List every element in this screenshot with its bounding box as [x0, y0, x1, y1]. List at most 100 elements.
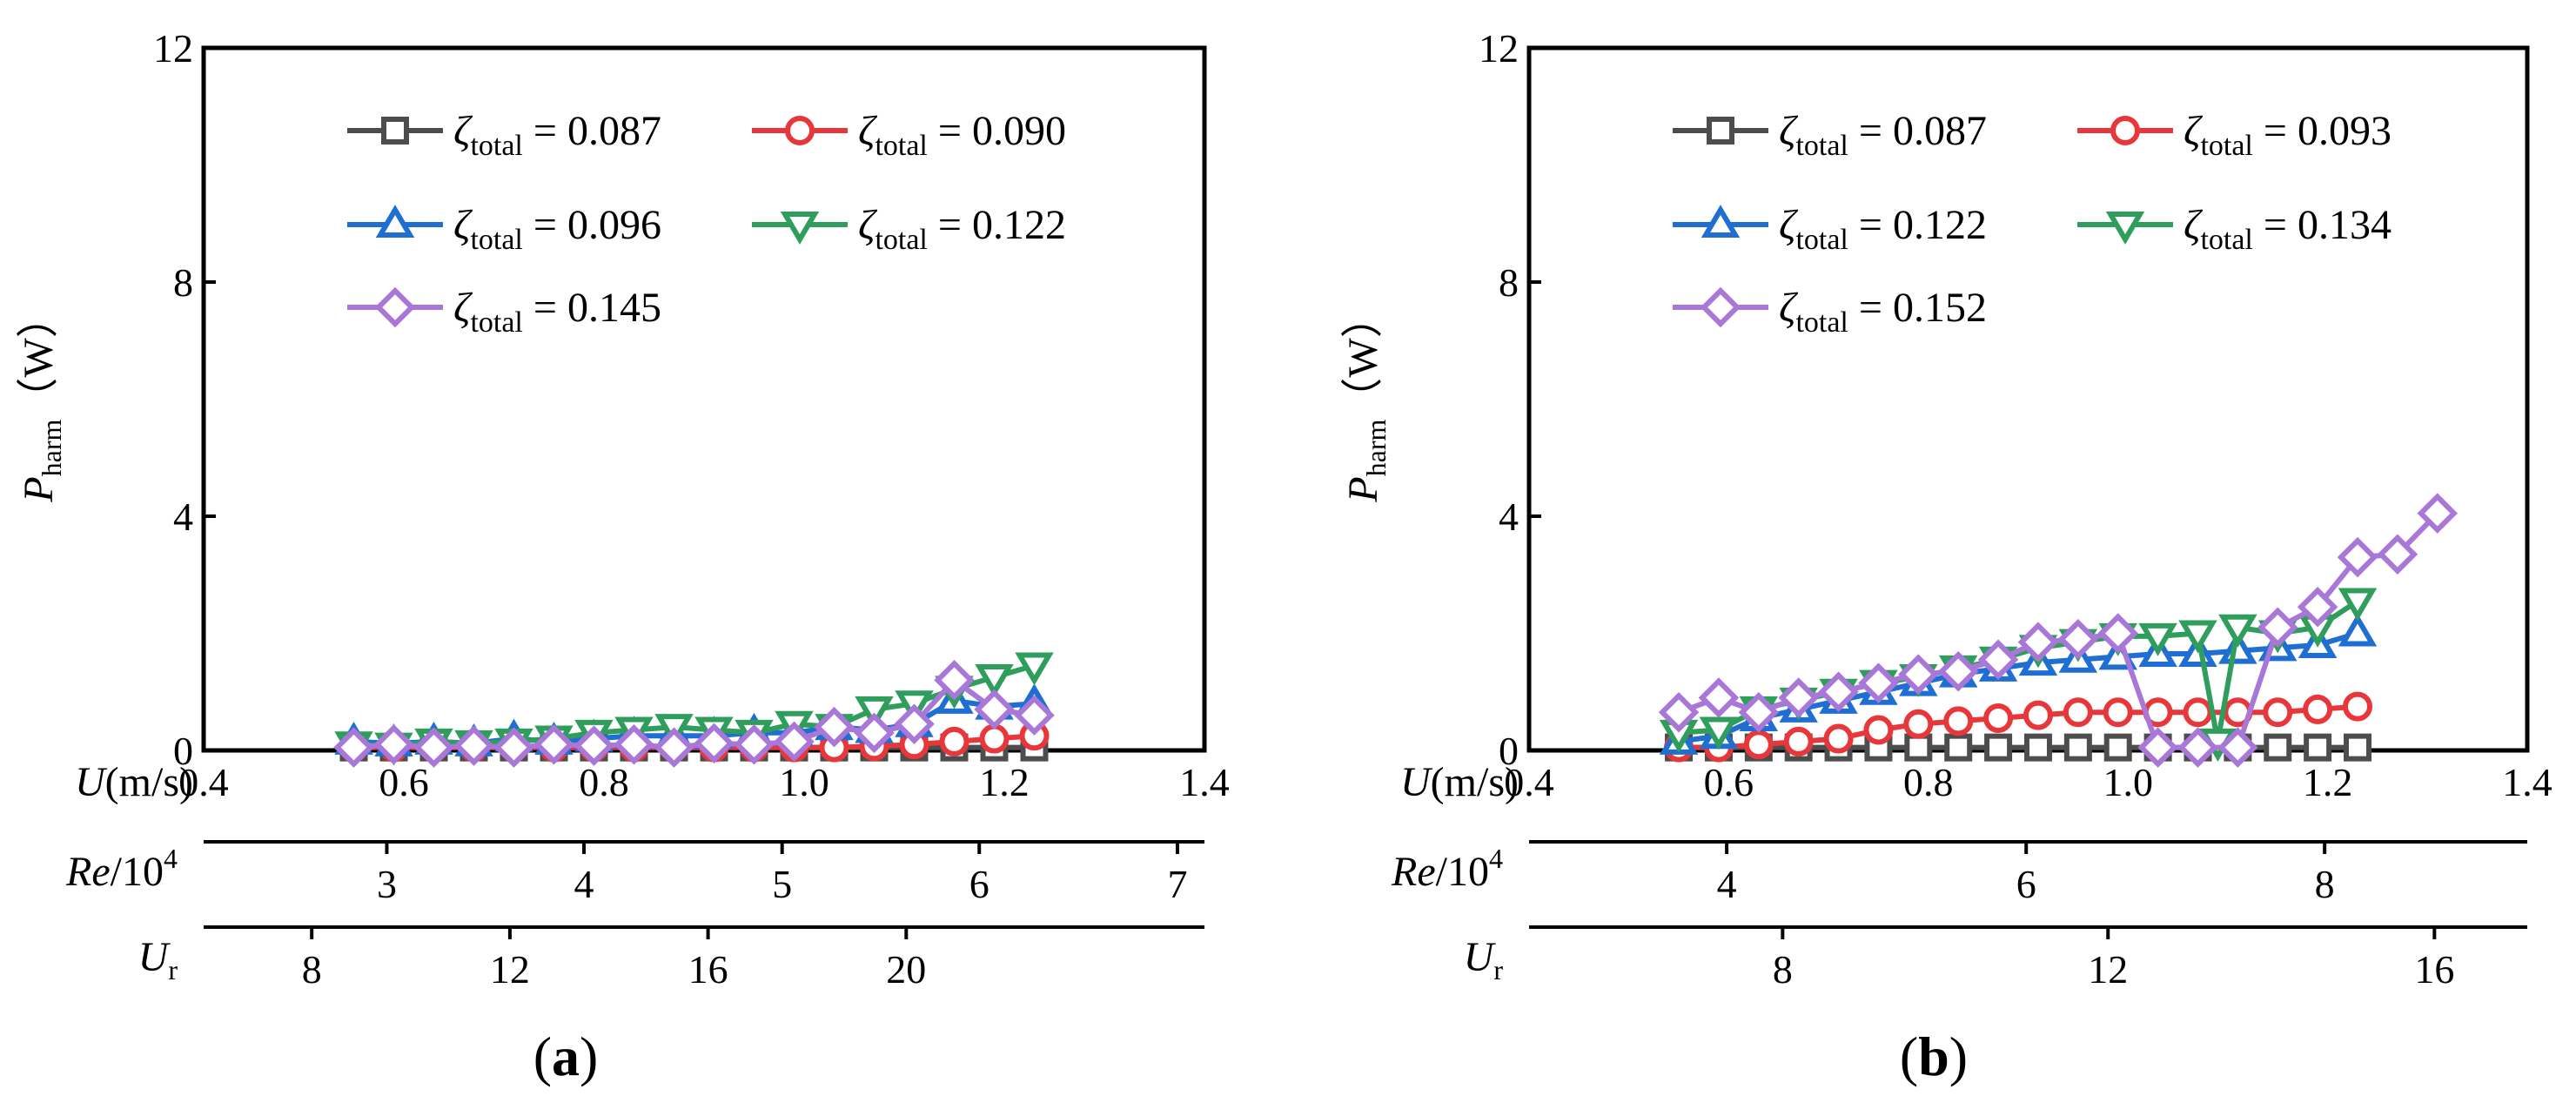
x-axis-label: U(m/s) [1400, 759, 1519, 805]
data-point [413, 727, 454, 768]
legend-item-4: ζtotal = 0.134 [2077, 202, 2392, 256]
x-tick-label: 0.8 [1903, 760, 1954, 804]
secondary-tick-label: 8 [1773, 947, 1793, 992]
data-point [574, 725, 614, 766]
x-tick-label: 1.2 [979, 760, 1030, 804]
y-axis-label: Pharm（W） [16, 296, 67, 502]
data-point [2178, 620, 2217, 654]
legend-subscript: total [1795, 130, 1848, 162]
secondary-tick-label: 8 [2315, 862, 2335, 906]
secondary-tick-label: 6 [2016, 862, 2036, 906]
data-point [373, 724, 414, 765]
series-4 [1659, 588, 2378, 762]
legend-symbol: ζ [453, 202, 473, 248]
data-point [1743, 730, 1774, 760]
data-point [2417, 493, 2459, 534]
y-axis-label-subscript: harm [1360, 420, 1392, 477]
secondary-tick-label: 8 [302, 947, 322, 992]
series-5 [1658, 493, 2459, 768]
legend-label: ζtotal = 0.090 [858, 108, 1066, 162]
x-tick-label: 0.8 [579, 760, 629, 804]
data-point [453, 725, 494, 766]
legend-item-3: ζtotal = 0.122 [1673, 202, 1987, 256]
legend-value: = 0.087 [1848, 108, 1987, 154]
panel-label-letter: a [552, 1025, 580, 1087]
data-point [2217, 727, 2258, 768]
data-point [1698, 677, 1740, 718]
panel-label-paren: ( [533, 1025, 552, 1087]
data-point [1738, 692, 1780, 733]
legend-marker [785, 116, 815, 145]
legend-subscript: total [470, 130, 522, 162]
data-point [979, 723, 1010, 754]
panel-label-paren: ) [580, 1025, 598, 1087]
legend-marker [780, 212, 820, 245]
secondary-tick-label: 7 [1167, 862, 1187, 906]
data-point [2337, 536, 2378, 578]
data-point [2263, 697, 2293, 728]
y-tick-label: 8 [1499, 260, 1519, 305]
data-point [614, 724, 654, 765]
legend-marker [375, 205, 415, 238]
data-point [2304, 733, 2332, 762]
data-point [694, 723, 735, 764]
legend-item-5: ζtotal = 0.152 [1673, 285, 1987, 339]
y-tick-label: 12 [153, 26, 193, 71]
data-point [854, 712, 895, 754]
x-axis-label-unit: (m/s) [105, 759, 193, 805]
data-point [2138, 622, 2177, 656]
data-point [855, 696, 894, 730]
secondary-label-symbol: U [138, 934, 171, 980]
y-axis-label-symbol: P [16, 476, 62, 502]
legend-marker [1701, 205, 1741, 238]
x-tick-label: 1.4 [1179, 760, 1230, 804]
secondary-tick-label: 20 [886, 947, 926, 992]
x-axis-label-unit: (m/s) [1431, 759, 1519, 805]
data-point [2097, 613, 2138, 654]
legend-symbol: ζ [2184, 108, 2204, 154]
secondary-label-superscript: 4 [164, 843, 178, 874]
data-point [894, 703, 935, 744]
legend-subscript: total [470, 306, 522, 339]
data-point [939, 726, 969, 756]
secondary-tick-label: 4 [574, 862, 594, 906]
legend-label: ζtotal = 0.093 [2184, 108, 2392, 162]
y-axis-label-unit: （W） [1340, 296, 1386, 419]
legend-value: = 0.122 [928, 202, 1066, 248]
data-point [1944, 733, 1973, 762]
data-point [2338, 613, 2378, 647]
data-point [1783, 726, 1814, 756]
data-point [2377, 534, 2418, 575]
y-tick-label: 0 [1499, 729, 1519, 773]
y-tick-label: 4 [173, 494, 193, 539]
data-point [2103, 733, 2132, 762]
legend-symbol: ζ [1779, 202, 1799, 248]
data-point [1977, 639, 2019, 681]
secondary-label-rest: /10 [1436, 849, 1489, 895]
legend-label: ζtotal = 0.145 [453, 285, 661, 339]
data-point [975, 663, 1014, 697]
data-point [1823, 723, 1854, 754]
x-tick-label: 1.4 [2502, 760, 2553, 804]
legend-label: ζtotal = 0.152 [1779, 285, 1987, 339]
secondary-tick-label: 12 [2088, 947, 2128, 992]
legend-label: ζtotal = 0.087 [1779, 108, 1987, 162]
legend-symbol: ζ [858, 108, 878, 154]
legend-value: = 0.096 [523, 202, 661, 248]
secondary-tick-label: 12 [490, 947, 530, 992]
secondary-tick-label: 3 [377, 862, 397, 906]
x-tick-label: 0.6 [379, 760, 429, 804]
legend-symbol: ζ [1779, 285, 1799, 331]
data-point [493, 727, 534, 768]
legend-value: = 0.090 [928, 108, 1066, 154]
legend-subscript: total [875, 224, 927, 256]
secondary-axis-label-2: Ur [138, 934, 178, 985]
data-point [1943, 706, 1974, 736]
data-point [2063, 697, 2093, 728]
data-point [2023, 700, 2053, 730]
y-tick-label: 0 [173, 729, 193, 773]
data-point [2338, 588, 2378, 622]
data-point [1903, 709, 1934, 739]
x-axis-label: U(m/s) [75, 759, 193, 805]
